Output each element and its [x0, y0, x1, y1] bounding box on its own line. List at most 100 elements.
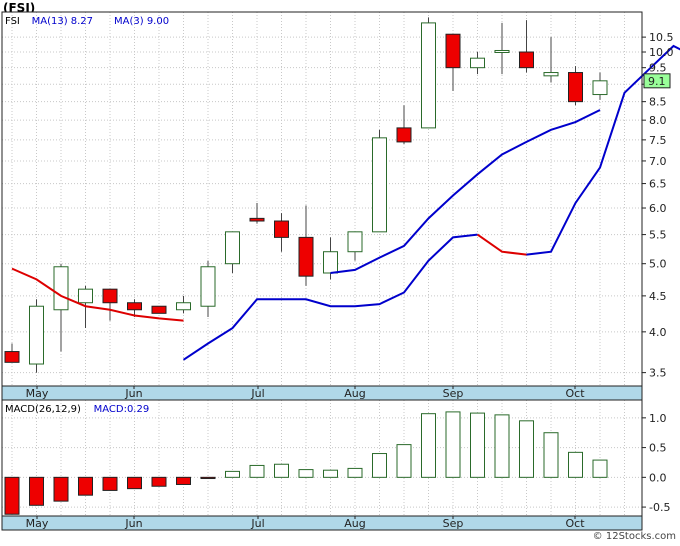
- candle-body: [519, 51, 534, 69]
- month-label: Sep: [443, 517, 464, 530]
- month-label: Sep: [443, 387, 464, 400]
- macd-bar: [102, 476, 118, 491]
- month-label: Aug: [344, 387, 365, 400]
- month-label: Jun: [124, 387, 142, 400]
- price-tick-label: 4.5: [649, 290, 667, 303]
- candle: [200, 260, 216, 317]
- candle-body: [4, 351, 20, 363]
- macd-bar: [568, 451, 583, 478]
- macd-bar: [225, 470, 240, 478]
- candle: [249, 202, 265, 224]
- candle-body: [347, 231, 363, 253]
- candle-body: [29, 305, 44, 365]
- candle-body: [225, 231, 240, 265]
- price-tick-label: 8.0: [649, 114, 667, 127]
- macd-bar: [176, 476, 191, 485]
- ma3-line: [182, 233, 478, 361]
- candle: [347, 231, 363, 261]
- price-legend-0: FSI: [5, 16, 20, 27]
- candle: [494, 22, 510, 75]
- candle: [53, 263, 69, 352]
- price-tick-label: 9.5: [649, 62, 667, 75]
- price-legend-2: MA(3) 9.00: [114, 16, 169, 27]
- candle: [543, 37, 559, 83]
- macd-bar: [494, 414, 510, 478]
- candle: [4, 343, 20, 363]
- macd-bar: [372, 453, 387, 478]
- last-price-label: 9.1: [648, 75, 666, 88]
- macd-bar: [519, 420, 534, 478]
- candle: [274, 213, 289, 252]
- candle-body: [249, 217, 265, 222]
- candle-body: [494, 49, 510, 53]
- macd-bar: [200, 476, 216, 480]
- macd-tick-label: 1.0: [649, 412, 667, 425]
- candle: [568, 66, 583, 106]
- price-frame: [1, 11, 643, 387]
- candle-body: [372, 137, 387, 233]
- ma3-line: [526, 44, 680, 256]
- macd-bar: [29, 476, 44, 506]
- macd-bar: [445, 411, 461, 478]
- month-label: May: [26, 517, 49, 530]
- macd-bar: [274, 463, 289, 478]
- price-tick-label: 10.0: [649, 46, 674, 59]
- candle-body: [396, 127, 412, 143]
- ma3-line: [11, 267, 184, 322]
- macd-bar: [298, 469, 314, 478]
- month-label: May: [26, 387, 49, 400]
- macd-bar: [421, 413, 436, 478]
- watermark: © 12Stocks.com: [592, 531, 676, 542]
- candle: [445, 33, 461, 92]
- price-tick-label: 5.5: [649, 229, 667, 242]
- candle-body: [127, 302, 142, 311]
- macd-bar: [151, 476, 167, 487]
- candle: [298, 205, 314, 286]
- candle: [470, 52, 485, 75]
- candle-body: [543, 72, 559, 77]
- last-price-box: [643, 73, 671, 89]
- price-tick-label: 8.5: [649, 96, 667, 109]
- candle: [29, 299, 44, 373]
- month-label: Jul: [250, 387, 264, 400]
- macd-bar: [78, 476, 93, 496]
- macd-frame: [1, 399, 643, 517]
- candle: [592, 72, 608, 100]
- ma13-line: [330, 109, 601, 274]
- candle-body: [200, 266, 216, 307]
- price-panel: [4, 17, 680, 373]
- candle: [396, 105, 412, 144]
- month-label: Jul: [250, 517, 264, 530]
- candle: [421, 17, 436, 129]
- price-tick-label: 7.5: [649, 134, 667, 147]
- candle-body: [176, 302, 191, 311]
- price-legend-1: MA(13) 8.27: [32, 16, 93, 27]
- candle-body: [78, 288, 93, 304]
- price-tick-label: 3.5: [649, 367, 667, 380]
- candle-body: [470, 57, 485, 69]
- macd-panel: [4, 411, 608, 515]
- macd-tick-label: 0.5: [649, 442, 667, 455]
- macd-legend-0: MACD(26,12,9): [5, 404, 81, 415]
- date-band-lower: [1, 515, 643, 531]
- macd-bar: [323, 469, 338, 478]
- candle: [102, 288, 118, 321]
- month-label: Aug: [344, 517, 365, 530]
- candle: [151, 305, 167, 314]
- candle: [372, 129, 387, 233]
- candle-body: [274, 220, 289, 238]
- candle-body: [445, 33, 461, 69]
- price-tick-label: 6.5: [649, 178, 667, 191]
- candle-body: [568, 72, 583, 103]
- candle: [176, 295, 191, 314]
- candle-body: [298, 236, 314, 277]
- macd-bar: [53, 476, 69, 502]
- candle-body: [421, 22, 436, 129]
- ma3-line: [476, 233, 527, 256]
- macd-bar: [543, 432, 559, 478]
- macd-bar: [396, 444, 412, 478]
- candle-body: [102, 288, 118, 304]
- candle: [519, 20, 534, 73]
- candle-body: [151, 305, 167, 314]
- price-tick-label: 10.5: [649, 31, 674, 44]
